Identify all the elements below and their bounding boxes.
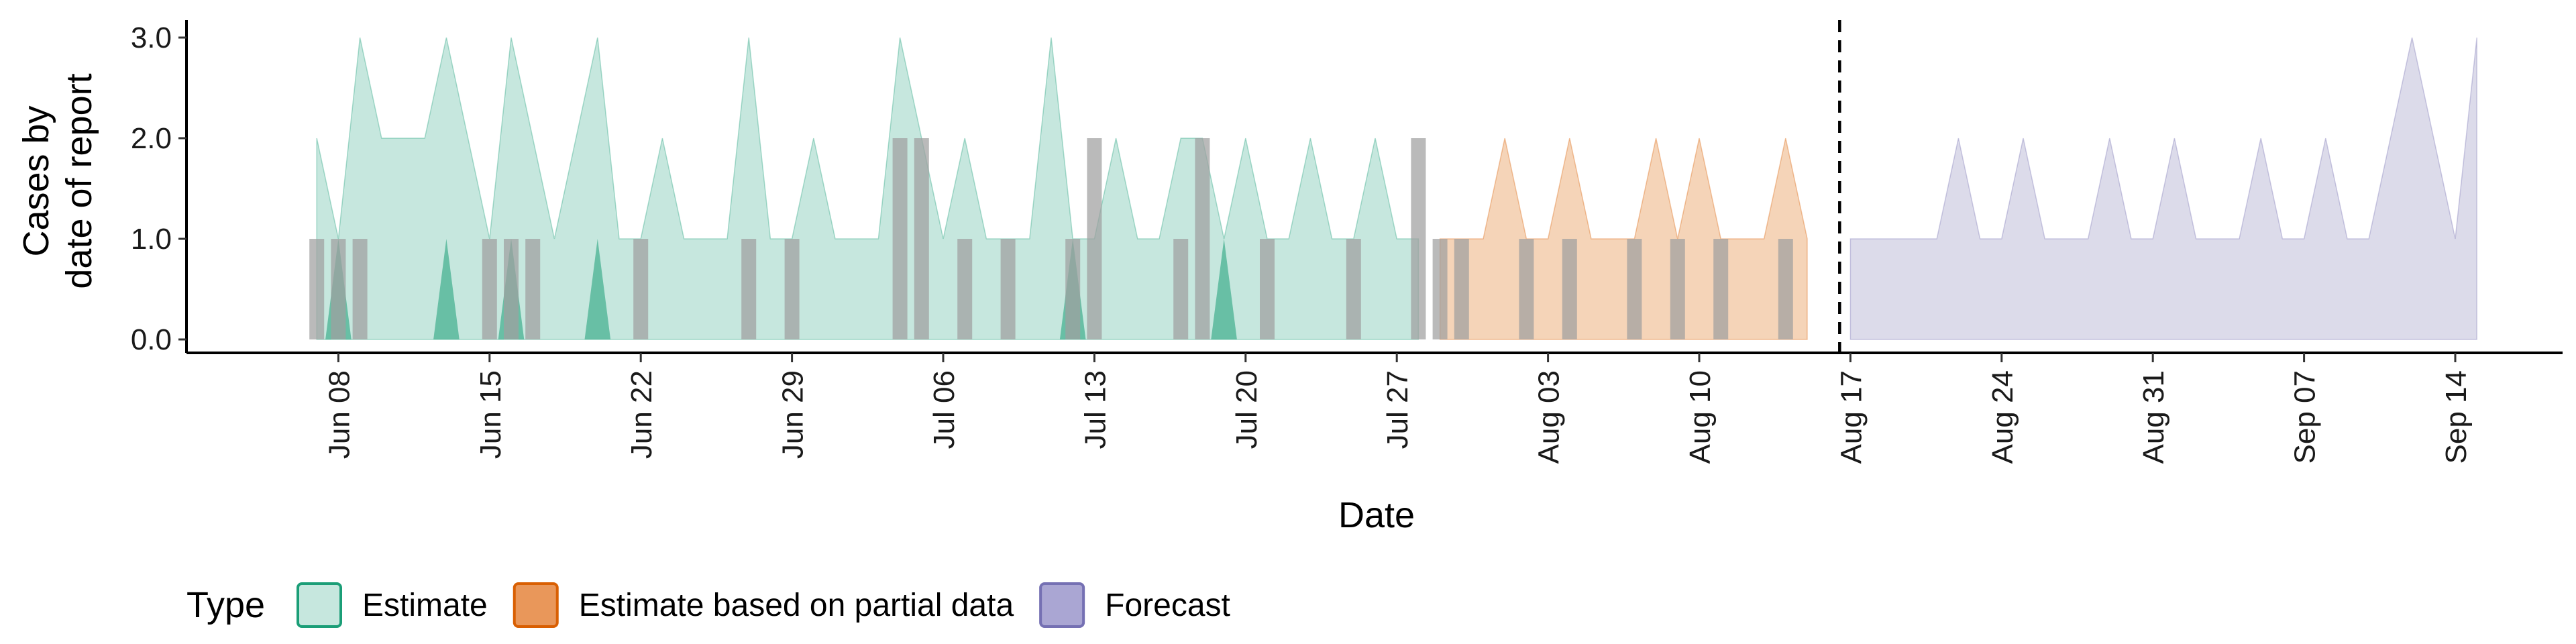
report-bar <box>914 138 929 339</box>
report-bar <box>1713 239 1729 339</box>
y-tick-label: 3.0 <box>131 21 172 54</box>
inner-band-spike <box>584 239 611 339</box>
x-tick-label: Sep 14 <box>2440 370 2473 464</box>
x-tick-label: Aug 10 <box>1684 370 1717 464</box>
x-tick-label: Jul 13 <box>1079 370 1112 449</box>
legend-key-forecast <box>1039 582 1085 628</box>
report-bar <box>1065 239 1081 339</box>
report-bar <box>1778 239 1793 339</box>
x-tick-label: Aug 24 <box>1986 370 2019 464</box>
legend-key-estimate <box>297 582 342 628</box>
x-tick-label: Jul 27 <box>1381 370 1414 449</box>
x-tick-label: Jun 29 <box>777 370 810 459</box>
area-estimate <box>316 37 1419 340</box>
y-axis-ticks: 0.0 1.0 2.0 3.0 <box>131 21 186 356</box>
report-bar <box>352 239 368 339</box>
report-bar <box>633 239 649 339</box>
report-bar <box>309 239 325 339</box>
report-bar <box>1670 239 1685 339</box>
report-bar <box>1000 239 1016 339</box>
report-bar <box>957 239 973 339</box>
area-forecast <box>1849 37 2477 340</box>
x-tick-label: Sep 07 <box>2289 370 2322 464</box>
plot-bars <box>309 138 1793 339</box>
x-tick-label: Aug 17 <box>1835 370 1868 464</box>
report-bar <box>1432 239 1448 339</box>
report-bar <box>525 239 541 339</box>
inner-band-spike <box>433 239 460 339</box>
report-bar <box>784 239 800 339</box>
y-tick-label: 1.0 <box>131 223 172 256</box>
report-bar <box>1087 138 1102 339</box>
report-bar <box>1519 239 1534 339</box>
legend-key-estimate-based-on-partial-data <box>513 582 559 628</box>
report-bar <box>892 138 908 339</box>
x-tick-label: Jul 20 <box>1230 370 1263 449</box>
legend-title: Type <box>186 585 265 625</box>
axes <box>185 20 2563 354</box>
y-axis-title-line-1: Cases by <box>16 105 56 256</box>
x-axis-title: Date <box>1338 495 1415 535</box>
report-bar <box>331 239 346 339</box>
legend: Type Estimate Estimate based on partial da… <box>186 582 1230 628</box>
x-axis-ticks: Jun 08 Jun 15 Jun 22 Jun 29 Jul 06 Jul 13 Jul … <box>323 353 2473 464</box>
y-axis-title-line-2: date of report <box>59 73 99 288</box>
legend-label-estimate: Estimate <box>362 588 488 623</box>
report-bar <box>1454 239 1469 339</box>
inner-band-spike <box>1211 239 1237 339</box>
x-tick-label: Jun 15 <box>474 370 507 459</box>
report-bar <box>1346 239 1361 339</box>
report-bar <box>1195 138 1210 339</box>
x-tick-label: Jun 22 <box>625 370 658 459</box>
report-bar <box>1411 138 1426 339</box>
report-bar <box>482 239 497 339</box>
x-tick-label: Aug 03 <box>1533 370 1566 464</box>
legend-label-estimate-based-on-partial-data: Estimate based on partial data <box>579 588 1014 623</box>
x-tick-label: Jun 08 <box>323 370 356 459</box>
report-bar <box>1260 239 1275 339</box>
x-tick-label: Aug 31 <box>2137 370 2170 464</box>
y-tick-label: 2.0 <box>131 122 172 155</box>
report-bar <box>1173 239 1189 339</box>
report-bar <box>1562 239 1577 339</box>
x-tick-label: Jul 06 <box>928 370 961 449</box>
report-bar <box>504 239 519 339</box>
report-bar <box>741 239 757 339</box>
area-estimate-based-on-partial-data <box>1439 138 1808 340</box>
y-tick-label: 0.0 <box>131 323 172 356</box>
legend-label-forecast: Forecast <box>1105 588 1230 623</box>
report-bar <box>1627 239 1642 339</box>
